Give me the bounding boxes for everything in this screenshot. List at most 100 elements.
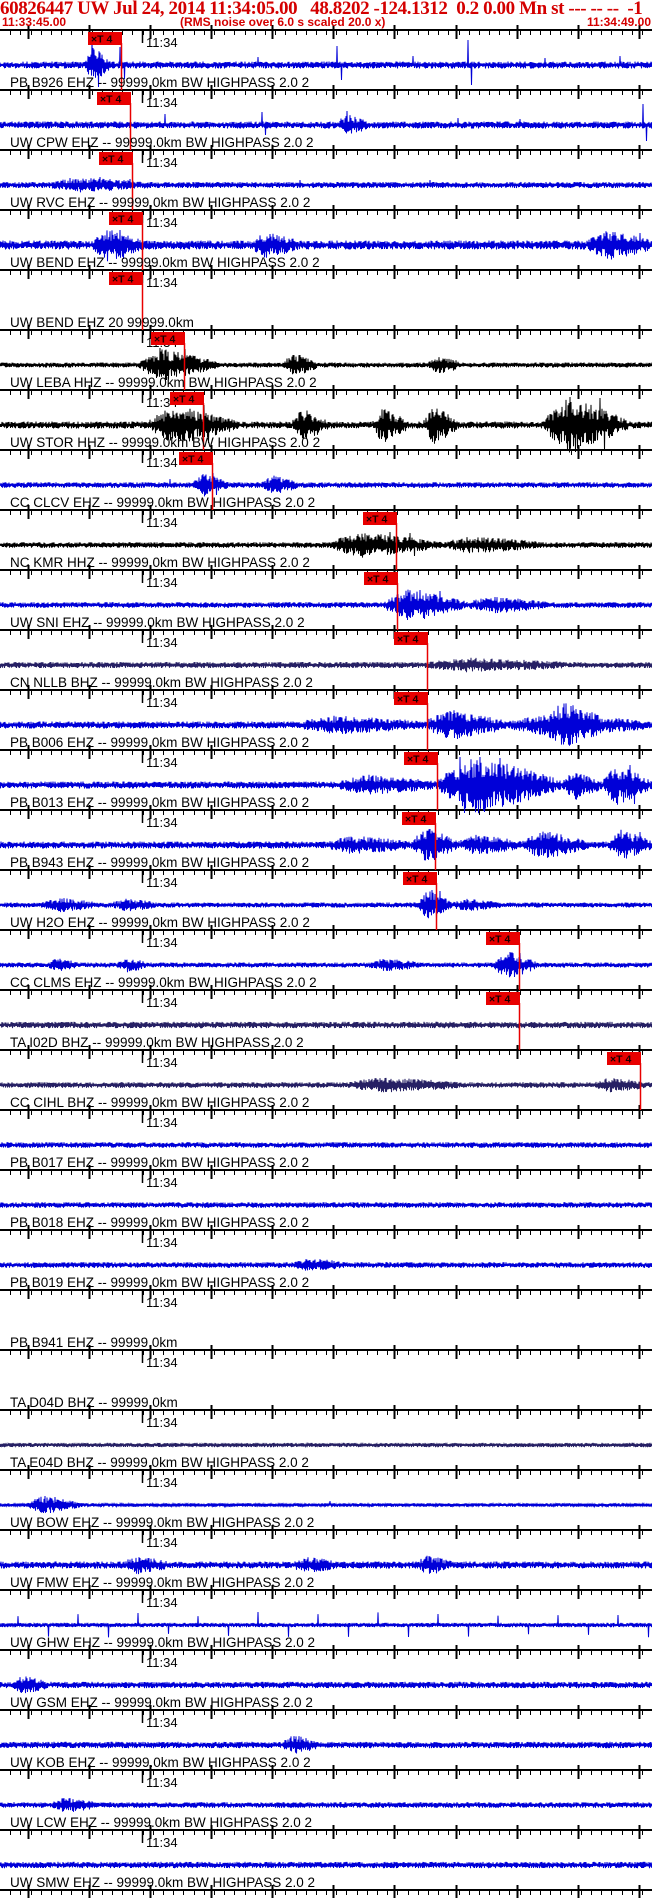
waveform[interactable]	[0, 589, 652, 621]
waveform[interactable]	[0, 1142, 652, 1148]
station-label: CC CIHL BHZ -- 99999.0km BW HIGHPASS 2.0…	[10, 1095, 309, 1110]
station-label: CN NLLB BHZ -- 99999.0km BW HIGHPASS 2.0…	[10, 675, 313, 690]
minor-ticks	[10, 150, 643, 155]
time-ticks	[10, 265, 643, 279]
pick-flag[interactable]	[394, 692, 428, 705]
pick-flag[interactable]	[170, 392, 204, 405]
pick-flag[interactable]	[109, 212, 143, 225]
pick-flag[interactable]	[99, 152, 133, 165]
station-label: PB B019 EHZ -- 99999.0km BW HIGHPASS 2.0…	[10, 1275, 309, 1290]
time-tick-label: 11:34	[146, 155, 178, 170]
phase-pick[interactable]: ×T 4	[151, 332, 186, 390]
time-window-bar: 11:33:45.00 (RMS noise over 6.0 s scaled…	[0, 15, 652, 29]
waveform[interactable]	[0, 396, 652, 453]
waveform[interactable]	[0, 828, 652, 861]
phase-pick[interactable]: ×T 4	[403, 872, 438, 930]
trace-row: 11:34 UW LCW EHZ -- 99999.0km BW HIGHPASS…	[0, 1770, 652, 1830]
phase-pick[interactable]: ×T 4	[97, 92, 132, 150]
waveform[interactable]	[0, 176, 652, 193]
pick-flag[interactable]	[364, 572, 398, 585]
trace-row: 11:34 PB B017 EHZ -- 99999.0km BW HIGHPAS…	[0, 1110, 652, 1170]
pick-flag[interactable]	[363, 512, 397, 525]
pick-flag[interactable]	[486, 992, 520, 1005]
pick-flag[interactable]	[97, 92, 131, 105]
waveform[interactable]	[0, 472, 652, 497]
trace-row: 11:34×T 4UW LEBA HHZ -- 99999.0km BW HIG…	[0, 330, 652, 390]
time-tick-label: 11:34	[146, 215, 178, 230]
phase-pick[interactable]: ×T 4	[364, 572, 399, 630]
pick-flag[interactable]	[607, 1052, 641, 1065]
pick-flag[interactable]	[402, 812, 436, 825]
phase-pick[interactable]: ×T 4	[170, 392, 205, 450]
major-ticks	[27, 745, 641, 759]
time-ticks	[10, 1345, 643, 1359]
waveform[interactable]	[0, 1798, 652, 1812]
phase-pick[interactable]: ×T 4	[402, 812, 437, 870]
waveform[interactable]	[0, 1441, 652, 1449]
time-tick-label: 11:34	[146, 95, 178, 110]
pick-flag-label: ×T 4	[397, 694, 418, 706]
waveform[interactable]	[0, 889, 652, 920]
waveform[interactable]	[0, 951, 652, 978]
phase-pick[interactable]: ×T 4	[363, 512, 398, 570]
phase-pick[interactable]: ×T 4	[179, 452, 214, 510]
time-tick-label: 11:34	[146, 695, 178, 710]
phase-pick[interactable]: ×T 4	[394, 632, 429, 690]
pick-flag[interactable]	[151, 332, 185, 345]
waveform[interactable]	[0, 347, 652, 382]
waveform[interactable]	[0, 103, 652, 142]
waveform[interactable]	[0, 531, 652, 558]
waveform[interactable]	[0, 1676, 652, 1694]
waveform[interactable]	[0, 229, 652, 262]
waveform[interactable]	[0, 1495, 652, 1514]
waveform[interactable]	[0, 756, 652, 814]
pick-flag[interactable]	[486, 932, 520, 945]
waveform[interactable]	[0, 703, 652, 746]
time-ticks	[10, 1465, 643, 1479]
pick-flag[interactable]	[88, 32, 122, 45]
waveform[interactable]	[0, 1736, 652, 1754]
phase-pick[interactable]: ×T 4	[486, 992, 521, 1050]
trace-row: 11:34×T 4 UW STOR HHZ -- 99999.0km BW HIG…	[0, 390, 652, 453]
waveform[interactable]	[0, 1202, 652, 1208]
phase-pick[interactable]: ×T 4	[109, 272, 144, 330]
waveform[interactable]	[0, 1259, 652, 1271]
waveform[interactable]	[0, 1077, 652, 1093]
minor-ticks	[10, 1830, 643, 1835]
waveform[interactable]	[0, 1021, 652, 1029]
trace-row: 11:34 ×T 4 NC KMR HHZ -- 99999.0km BW HIGH…	[0, 510, 652, 570]
waveform[interactable]	[0, 1861, 652, 1869]
waveform[interactable]	[0, 38, 652, 88]
phase-pick[interactable]: ×T 4	[88, 32, 123, 90]
station-label: PB B017 EHZ -- 99999.0km BW HIGHPASS 2.0…	[10, 1155, 309, 1170]
minor-ticks	[10, 1110, 643, 1115]
major-ticks	[27, 325, 641, 339]
waveform[interactable]	[0, 1611, 652, 1638]
minor-ticks	[10, 1770, 643, 1775]
phase-pick[interactable]: ×T 4	[109, 212, 144, 270]
time-ticks	[10, 1105, 643, 1119]
pick-flag-label: ×T 4	[112, 274, 133, 286]
trace-row: 11:34 PB B941 EHZ -- 99999.0km	[10, 1290, 178, 1350]
pick-flag-label: ×T 4	[182, 454, 203, 466]
phase-pick[interactable]: ×T 4	[607, 1052, 642, 1110]
phase-pick[interactable]: ×T 4	[486, 932, 521, 990]
pick-flag[interactable]	[394, 632, 428, 645]
station-label: NC KMR HHZ -- 99999.0km BW HIGHPASS 2.0 …	[10, 555, 310, 570]
pick-flag[interactable]	[404, 752, 438, 765]
waveform[interactable]	[0, 1555, 652, 1575]
pick-flag[interactable]	[109, 272, 143, 285]
phase-pick[interactable]: ×T 4	[394, 692, 429, 750]
trace-row: 11:34 ×T 4 UW H2O EHZ -- 99999.0km BW HIGH…	[0, 870, 652, 930]
phase-pick[interactable]: ×T 4	[404, 752, 439, 810]
pick-flag[interactable]	[179, 452, 213, 465]
major-ticks	[27, 1765, 641, 1779]
time-tick-label: 11:34	[146, 395, 178, 410]
phase-pick[interactable]: ×T 4	[99, 152, 134, 210]
pick-flag[interactable]	[403, 872, 437, 885]
time-ticks	[10, 205, 643, 219]
pick-flag-label: ×T 4	[102, 154, 123, 166]
waveform[interactable]	[0, 657, 652, 673]
pick-flag-label: ×T 4	[489, 994, 510, 1006]
